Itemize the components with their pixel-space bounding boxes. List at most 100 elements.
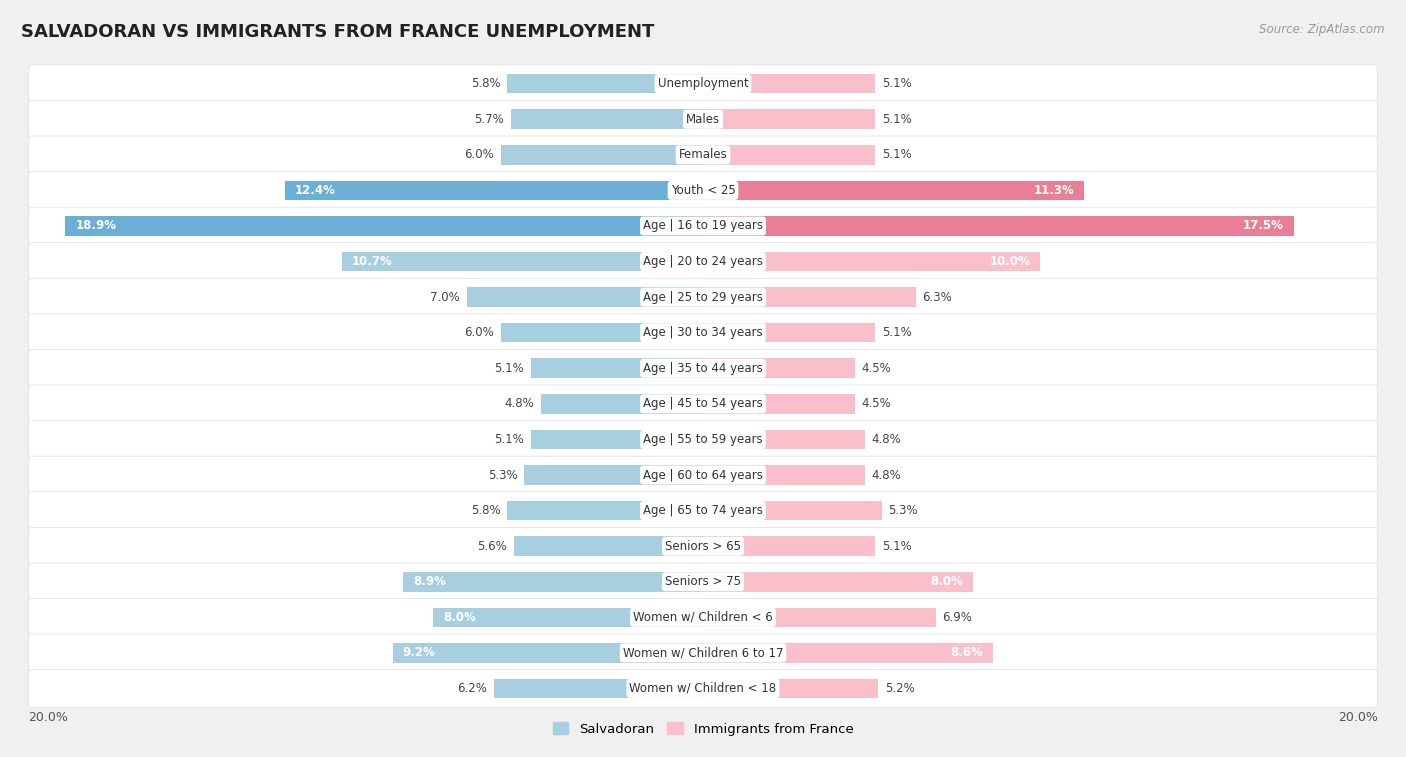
Text: 5.2%: 5.2%	[886, 682, 915, 695]
Text: Seniors > 75: Seniors > 75	[665, 575, 741, 588]
FancyBboxPatch shape	[28, 279, 1378, 316]
FancyBboxPatch shape	[28, 456, 1378, 494]
Text: 5.1%: 5.1%	[882, 326, 911, 339]
Bar	[501, 145, 703, 164]
Text: 18.9%: 18.9%	[76, 220, 117, 232]
Bar	[467, 288, 703, 307]
FancyBboxPatch shape	[28, 350, 1378, 387]
Text: Age | 20 to 24 years: Age | 20 to 24 years	[643, 255, 763, 268]
Text: 9.2%: 9.2%	[402, 646, 436, 659]
Text: 6.9%: 6.9%	[942, 611, 973, 624]
Bar	[501, 323, 703, 342]
Text: 6.0%: 6.0%	[464, 326, 494, 339]
Bar	[703, 643, 993, 662]
Bar	[508, 501, 703, 520]
Bar	[703, 572, 973, 591]
Bar	[703, 430, 865, 449]
Text: 5.6%: 5.6%	[478, 540, 508, 553]
Text: Source: ZipAtlas.com: Source: ZipAtlas.com	[1260, 23, 1385, 36]
Text: Age | 16 to 19 years: Age | 16 to 19 years	[643, 220, 763, 232]
Text: 5.7%: 5.7%	[474, 113, 503, 126]
FancyBboxPatch shape	[28, 243, 1378, 280]
Bar	[531, 430, 703, 449]
Text: Age | 45 to 54 years: Age | 45 to 54 years	[643, 397, 763, 410]
Bar	[703, 181, 1084, 200]
Bar	[703, 110, 875, 129]
Bar	[703, 323, 875, 342]
Text: Youth < 25: Youth < 25	[671, 184, 735, 197]
Text: 4.8%: 4.8%	[505, 397, 534, 410]
Bar	[703, 145, 875, 164]
Bar	[703, 217, 1294, 235]
Text: Age | 65 to 74 years: Age | 65 to 74 years	[643, 504, 763, 517]
Text: 5.8%: 5.8%	[471, 77, 501, 90]
Text: Age | 25 to 29 years: Age | 25 to 29 years	[643, 291, 763, 304]
FancyBboxPatch shape	[28, 492, 1378, 529]
Text: 5.1%: 5.1%	[882, 148, 911, 161]
FancyBboxPatch shape	[28, 314, 1378, 351]
Text: 8.6%: 8.6%	[950, 646, 983, 659]
Bar	[703, 608, 936, 627]
Text: Women w/ Children 6 to 17: Women w/ Children 6 to 17	[623, 646, 783, 659]
Text: 7.0%: 7.0%	[430, 291, 460, 304]
FancyBboxPatch shape	[28, 385, 1378, 422]
Bar	[703, 466, 865, 484]
Text: 5.1%: 5.1%	[882, 77, 911, 90]
Bar	[402, 572, 703, 591]
Text: Seniors > 65: Seniors > 65	[665, 540, 741, 553]
Bar	[703, 74, 875, 93]
Text: Age | 30 to 34 years: Age | 30 to 34 years	[643, 326, 763, 339]
Text: Age | 55 to 59 years: Age | 55 to 59 years	[643, 433, 763, 446]
Text: 20.0%: 20.0%	[28, 711, 67, 724]
Text: 17.5%: 17.5%	[1243, 220, 1284, 232]
Text: 11.3%: 11.3%	[1033, 184, 1074, 197]
Text: 5.8%: 5.8%	[471, 504, 501, 517]
FancyBboxPatch shape	[28, 563, 1378, 600]
Bar	[342, 252, 703, 271]
Bar	[392, 643, 703, 662]
Bar	[703, 537, 875, 556]
Text: 8.0%: 8.0%	[931, 575, 963, 588]
Text: 8.9%: 8.9%	[413, 575, 446, 588]
Bar	[703, 501, 882, 520]
Bar	[515, 537, 703, 556]
Bar	[703, 288, 915, 307]
Bar	[508, 74, 703, 93]
Bar	[494, 679, 703, 698]
Bar	[524, 466, 703, 484]
Bar	[531, 359, 703, 378]
Legend: Salvadoran, Immigrants from France: Salvadoran, Immigrants from France	[547, 717, 859, 741]
Text: 6.0%: 6.0%	[464, 148, 494, 161]
Text: 4.8%: 4.8%	[872, 433, 901, 446]
Bar	[510, 110, 703, 129]
FancyBboxPatch shape	[28, 101, 1378, 138]
Bar	[703, 394, 855, 413]
FancyBboxPatch shape	[28, 670, 1378, 707]
Text: Women w/ Children < 6: Women w/ Children < 6	[633, 611, 773, 624]
Text: 5.1%: 5.1%	[495, 362, 524, 375]
Bar	[703, 252, 1040, 271]
FancyBboxPatch shape	[28, 421, 1378, 458]
Text: 5.1%: 5.1%	[882, 540, 911, 553]
Bar	[703, 359, 855, 378]
Text: 5.3%: 5.3%	[889, 504, 918, 517]
Text: 6.2%: 6.2%	[457, 682, 486, 695]
FancyBboxPatch shape	[28, 528, 1378, 565]
Text: Unemployment: Unemployment	[658, 77, 748, 90]
Text: 10.7%: 10.7%	[352, 255, 392, 268]
Text: Women w/ Children < 18: Women w/ Children < 18	[630, 682, 776, 695]
Text: 4.8%: 4.8%	[872, 469, 901, 481]
Text: Age | 60 to 64 years: Age | 60 to 64 years	[643, 469, 763, 481]
Text: 10.0%: 10.0%	[990, 255, 1031, 268]
Bar	[703, 679, 879, 698]
Bar	[65, 217, 703, 235]
FancyBboxPatch shape	[28, 136, 1378, 173]
Text: 4.5%: 4.5%	[862, 362, 891, 375]
Text: 12.4%: 12.4%	[295, 184, 336, 197]
Text: Females: Females	[679, 148, 727, 161]
Text: Males: Males	[686, 113, 720, 126]
Bar	[433, 608, 703, 627]
Text: 4.5%: 4.5%	[862, 397, 891, 410]
Text: SALVADORAN VS IMMIGRANTS FROM FRANCE UNEMPLOYMENT: SALVADORAN VS IMMIGRANTS FROM FRANCE UNE…	[21, 23, 654, 41]
Text: 5.1%: 5.1%	[495, 433, 524, 446]
